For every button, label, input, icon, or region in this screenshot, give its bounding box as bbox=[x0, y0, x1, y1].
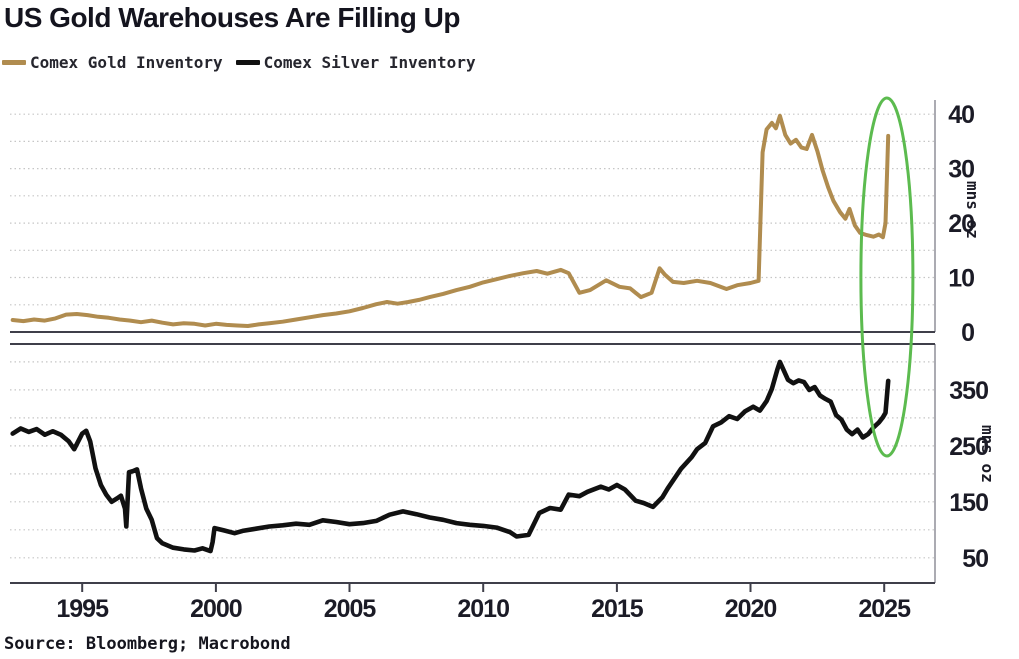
x-tick-label: 2005 bbox=[324, 595, 377, 623]
y-tick-label: 20 bbox=[948, 210, 974, 238]
legend-item-silver: Comex Silver Inventory bbox=[235, 53, 476, 72]
legend-label-gold: Comex Gold Inventory bbox=[30, 53, 223, 72]
y-tick-label: 10 bbox=[948, 265, 974, 293]
highlight-ellipse bbox=[859, 96, 915, 458]
x-tick-label: 2000 bbox=[190, 595, 242, 623]
legend-item-gold: Comex Gold Inventory bbox=[2, 53, 223, 72]
y-tick-label: 50 bbox=[962, 545, 988, 573]
chart-title: US Gold Warehouses Are Filling Up bbox=[4, 2, 460, 33]
y-tick-label: 40 bbox=[948, 101, 974, 129]
y-axis-unit-gold: mns oz bbox=[963, 181, 982, 239]
legend-swatch-silver-icon bbox=[235, 60, 260, 65]
y-tick-label: 350 bbox=[949, 377, 988, 405]
y-axis-unit-silver: mns oz bbox=[978, 425, 997, 483]
legend-swatch-gold-icon bbox=[2, 60, 26, 65]
silver-series-line bbox=[10, 359, 891, 554]
x-tick-label: 2015 bbox=[591, 595, 644, 623]
x-tick-label: 2020 bbox=[725, 595, 777, 623]
source-note: Source: Bloomberg; Macrobond bbox=[4, 634, 291, 654]
gold-series-line bbox=[10, 113, 891, 328]
x-tick-label: 1995 bbox=[56, 595, 109, 623]
y-tick-label: 30 bbox=[948, 156, 974, 184]
x-tick-label: 2025 bbox=[858, 595, 911, 623]
legend-label-silver: Comex Silver Inventory bbox=[263, 53, 476, 72]
y-tick-label: 250 bbox=[949, 433, 988, 461]
y-tick-label: 150 bbox=[949, 489, 988, 517]
y-tick-label: 0 bbox=[961, 319, 974, 347]
x-tick-label: 2010 bbox=[457, 595, 509, 623]
legend: Comex Gold Inventory Comex Silver Invent… bbox=[2, 53, 476, 72]
